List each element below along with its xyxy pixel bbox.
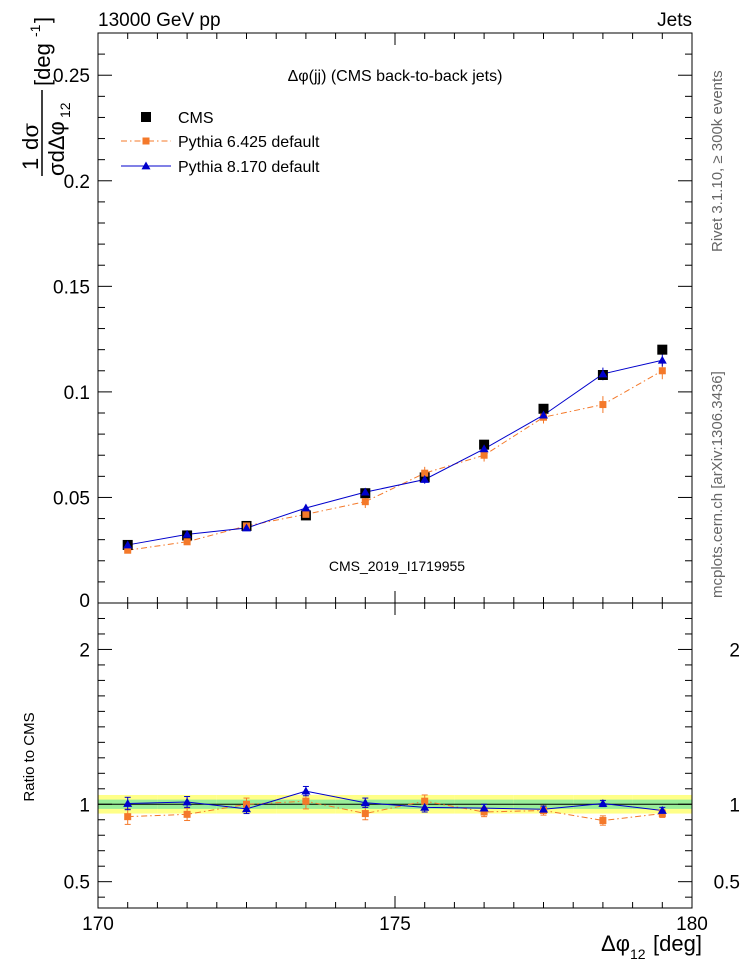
- ratio-ytick-label-left: 1: [79, 795, 90, 816]
- ratio-ytick-label-left: 0.5: [64, 873, 90, 894]
- ratio-ytick-label-left: 2: [79, 640, 90, 661]
- main-ytick-label: 0.2: [64, 172, 90, 193]
- legend-label: Pythia 8.170 default: [178, 159, 320, 176]
- header-right: Jets: [657, 10, 692, 31]
- main-ytick-label: 0.05: [53, 488, 90, 509]
- data-point-pythia6: [480, 451, 488, 459]
- data-point-pythia8: [657, 355, 667, 364]
- legend-label: CMS: [178, 110, 214, 127]
- ratio-point-pythia6: [361, 810, 369, 818]
- main-ytick-label: 0.1: [64, 383, 90, 404]
- ratio-point-pythia8: [182, 797, 192, 806]
- data-point-pythia6: [361, 498, 369, 506]
- xtick-label: 175: [379, 914, 411, 935]
- main-ylabel-frac: 1dσ: [18, 123, 44, 170]
- svg-text:12: 12: [630, 946, 646, 962]
- data-point-cms: [657, 344, 668, 355]
- xtick-label: 170: [82, 914, 114, 935]
- main-y-axis-label: 1dσ σdΔφ 12 [deg -1 ]: [18, 17, 73, 176]
- watermark: CMS_2019_I1719955: [329, 558, 465, 574]
- ratio-point-pythia6: [243, 800, 250, 808]
- ratio-point-pythia8: [301, 786, 311, 795]
- main-title: Δφ(jj) (CMS back-to-back jets): [288, 68, 503, 85]
- xtick-label: 180: [676, 914, 708, 935]
- data-point-pythia6: [599, 401, 607, 409]
- ratio-point-pythia6: [302, 797, 310, 805]
- svg-text:]: ]: [30, 17, 55, 23]
- data-point-pythia6: [421, 469, 429, 477]
- data-point-pythia8: [479, 444, 489, 453]
- ratio-panel: 0.5 0.5 1 1 2 2 170 175 180: [64, 602, 740, 935]
- data-point-pythia8: [360, 487, 370, 496]
- ratio-point-pythia8: [657, 805, 667, 814]
- ratio-point-pythia6: [183, 810, 191, 818]
- data-point-pythia8: [598, 369, 608, 378]
- header-left: 13000 GeV pp: [98, 10, 221, 31]
- ratio-point-pythia8: [123, 798, 133, 807]
- series-line-pythia6: [127, 370, 663, 551]
- data-point-pythia6: [302, 510, 310, 518]
- svg-text:12: 12: [57, 102, 73, 118]
- ratio-point-pythia8: [539, 804, 548, 813]
- svg-text:[deg]: [deg]: [653, 931, 702, 956]
- data-point-pythia8: [123, 540, 133, 549]
- rivet-label: Rivet 3.1.10, ≥ 300k events: [709, 70, 726, 252]
- main-ytick-label: 0.25: [53, 66, 90, 87]
- ratio-point-pythia6: [480, 808, 488, 816]
- main-ytick-label: 0: [79, 591, 90, 612]
- legend-marker-pythia8: [141, 161, 151, 170]
- ratio-point-pythia8: [479, 803, 489, 812]
- data-point-pythia8: [539, 410, 548, 419]
- data-point-pythia8: [301, 503, 311, 512]
- svg-text:[deg: [deg: [30, 43, 55, 86]
- data-point-pythia8: [182, 529, 192, 538]
- main-panel: 0 0.05 0.1 0.15 0.2 0.25 Δφ(jj) (CMS back-to-b…: [53, 32, 693, 612]
- data-point-pythia6: [183, 538, 191, 546]
- svg-text:-1: -1: [27, 24, 43, 37]
- legend-marker-pythia6: [142, 137, 150, 145]
- legend-label: Pythia 6.425 default: [178, 134, 320, 151]
- ratio-point-pythia6: [599, 817, 607, 825]
- data-point-pythia6: [658, 367, 666, 375]
- legend: CMS Pythia 6.425 default Pythia 8.170 defa…: [121, 110, 320, 176]
- ratio-line-pythia6: [127, 800, 663, 822]
- ratio-point-pythia8: [242, 804, 251, 813]
- ratio-ytick-label-right: 2: [729, 640, 740, 661]
- ratio-ytick-label-right: 1: [729, 795, 740, 816]
- series-line-pythia8: [127, 359, 663, 546]
- data-point-pythia8: [420, 475, 430, 483]
- ratio-frame: [97, 602, 693, 909]
- svg-text:Δφ: Δφ: [601, 931, 630, 956]
- ratio-point-pythia8: [420, 802, 430, 811]
- ratio-point-pythia8: [598, 798, 608, 807]
- legend-marker-cms: [141, 112, 151, 122]
- data-point-cms: [538, 403, 549, 414]
- ratio-ytick-label-right: 0.5: [714, 873, 740, 894]
- svg-text:σdΔφ: σdΔφ: [44, 121, 69, 176]
- ratio-line-pythia8: [127, 790, 663, 811]
- ratio-point-pythia6: [421, 797, 429, 805]
- main-ytick-label: 0.15: [53, 277, 90, 298]
- data-point-pythia8: [242, 523, 251, 532]
- mcplots-label: mcplots.cern.ch [arXiv:1306.3436]: [709, 371, 726, 598]
- data-point-pythia6: [124, 546, 132, 554]
- ratio-ylabel: Ratio to CMS: [21, 712, 38, 801]
- ratio-point-pythia8: [360, 798, 370, 807]
- x-axis-label: Δφ 12 [deg]: [601, 931, 702, 962]
- ratio-point-pythia6: [124, 813, 132, 821]
